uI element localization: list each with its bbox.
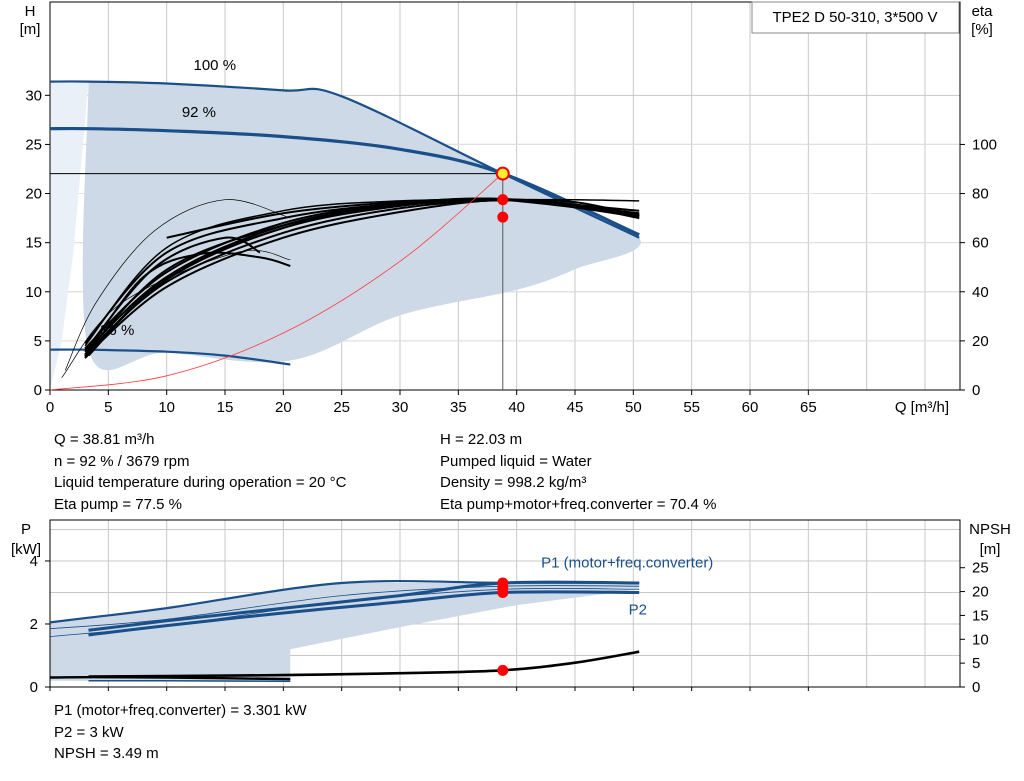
power-y-tick-label: 4: [30, 553, 38, 570]
info-p2: P2 = 3 kW: [54, 723, 124, 741]
info-right-block: H = 22.03 m Pumped liquid = Water Densit…: [440, 429, 716, 515]
power-envelope: [50, 583, 640, 683]
x-tick-label: 40: [508, 399, 525, 416]
npsh-curve: [88, 650, 640, 678]
head-envelope: [82, 81, 641, 371]
y2-tick-label: 80: [972, 186, 989, 203]
info-eta-pump: Eta pump = 77.5 %: [54, 495, 182, 513]
curve-label: 36 %: [100, 322, 134, 339]
npsh-y-tick-label: 10: [972, 631, 989, 648]
npsh-y-tick-label: 5: [972, 655, 980, 672]
npsh-y-tick-label: 0: [972, 679, 980, 696]
p2-curve-36: [88, 679, 291, 683]
y2-tick-label: 0: [972, 382, 980, 399]
x-tick-label: 50: [625, 399, 642, 416]
y-tick-label: 25: [25, 136, 42, 153]
duty-eta-dot: [497, 194, 509, 206]
eta-curve: [84, 251, 291, 357]
power-plot-frame: [49, 519, 961, 688]
npsh-y-tick-label: 25: [972, 560, 989, 577]
power-y-tick-label: 0: [30, 679, 38, 696]
power-series-label: P1 (motor+freq.converter): [541, 554, 713, 571]
x-axis-label: Q [m³/h]: [895, 399, 949, 416]
x-tick-label: 65: [800, 399, 817, 416]
npsh-y-tick-label: 20: [972, 584, 989, 601]
x-tick-label: 20: [275, 399, 292, 416]
info-eta-total: Eta pump+motor+freq.converter = 70.4 %: [440, 495, 717, 513]
info-speed: n = 92 % / 3679 rpm: [54, 452, 190, 470]
duty-npsh-dot: [497, 664, 509, 676]
power-chart: 0 2 4 0 5 10 15 20 25 P [kW] NPSH [m] P1 (motor+freq.…: [11, 519, 1011, 696]
head-curve-92: [49, 126, 640, 237]
y2-axis-unit: [%]: [971, 21, 993, 38]
chart-title: TPE2 D 50-310, 3*500 V: [772, 9, 937, 26]
y2-axis-label: eta: [972, 3, 994, 20]
info-bottom-block: P1 (motor+freq.converter) = 3.301 kW P2 …: [54, 700, 307, 765]
head-curve-36: [49, 348, 291, 366]
npsh-y-tick-label: 15: [972, 607, 989, 624]
power-curve-thin: [49, 587, 640, 637]
head-plot-frame: [49, 1, 961, 391]
head-envelope-light: [50, 81, 89, 390]
curve-label: 92 %: [182, 104, 216, 121]
x-tick-label: 45: [567, 399, 584, 416]
x-tick-label: 60: [742, 399, 759, 416]
info-liquid-temperature: Liquid temperature during operation = 20…: [54, 474, 347, 491]
y2-tick-label: 60: [972, 235, 989, 252]
eta-curve: [84, 198, 640, 359]
y-tick-label: 15: [25, 235, 42, 252]
npsh-axis-unit: [m]: [980, 541, 1001, 558]
y2-tick-label: 40: [972, 284, 989, 301]
info-flow: Q = 38.81 m³/h: [54, 431, 155, 448]
npsh-axis-label: NPSH: [969, 521, 1011, 538]
x-tick-label: 15: [217, 399, 234, 416]
eta-curve: [166, 197, 640, 239]
curve-label: 100 %: [194, 57, 237, 74]
eta-curve: [84, 198, 640, 347]
power-curve-thin: [49, 585, 640, 630]
y-tick-label: 30: [25, 87, 42, 104]
duty-point-marker: [495, 166, 510, 181]
info-head: H = 22.03 m: [440, 431, 523, 448]
info-p1: P1 (motor+freq.converter) = 3.301 kW: [54, 702, 307, 719]
y2-tick-label: 20: [972, 333, 989, 350]
power-axis-unit: [kW]: [11, 541, 41, 558]
y2-tick-label: 100: [972, 136, 997, 153]
y-tick-label: 5: [34, 333, 42, 350]
power-axis-label: P: [21, 521, 31, 538]
x-tick-label: 10: [158, 399, 175, 416]
x-tick-label: 30: [392, 399, 409, 416]
y-tick-label: 10: [25, 284, 42, 301]
power-series-label: P2: [629, 602, 647, 619]
power-y-tick-label: 2: [30, 616, 38, 633]
chart-title-box: [751, 1, 960, 34]
info-left-block: Q = 38.81 m³/h n = 92 % / 3679 rpm Liqui…: [54, 429, 346, 515]
y-axis-label: H: [25, 3, 36, 20]
eta-curve: [64, 199, 291, 371]
info-pumped-liquid: Pumped liquid = Water: [440, 452, 592, 470]
head-chart: 0 5 10 15 20 25 30 35 40 45 50 55 60 65 0 5 10 15 20 25 30 0 2…: [20, 1, 997, 416]
duty-eta-dot: [497, 211, 509, 223]
y-tick-label: 0: [34, 382, 42, 399]
x-tick-label: 5: [104, 399, 112, 416]
x-tick-label: 0: [46, 399, 54, 416]
info-npsh: NPSH = 3.49 m: [54, 745, 159, 762]
duty-power-dot: [497, 582, 509, 594]
x-tick-label: 55: [683, 399, 700, 416]
x-tick-label: 25: [333, 399, 350, 416]
y-tick-label: 20: [25, 186, 42, 203]
system-curve: [49, 173, 504, 391]
y-axis-unit: [m]: [20, 21, 41, 38]
info-density: Density = 998.2 kg/m³: [440, 474, 587, 491]
x-tick-label: 35: [450, 399, 467, 416]
